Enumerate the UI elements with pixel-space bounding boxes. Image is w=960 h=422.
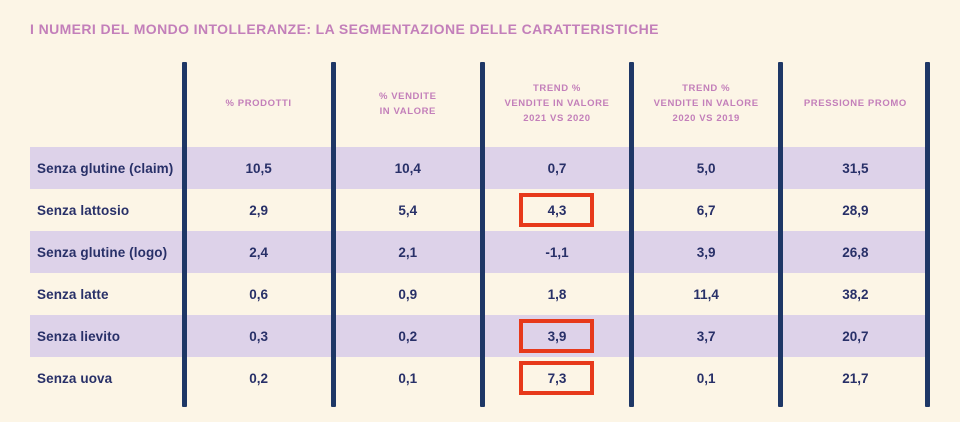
table-cell: 5,4 xyxy=(398,202,418,218)
row-label: Senza lievito xyxy=(37,328,121,344)
table-cell: 0,9 xyxy=(398,286,418,302)
table-cell: 4,3 xyxy=(482,189,631,231)
column-divider xyxy=(331,62,336,407)
column-divider xyxy=(925,62,930,407)
column-header: TREND % VENDITE IN VALORE 2021 VS 2020 xyxy=(504,83,610,124)
table-cell: 1,8 xyxy=(547,286,567,302)
table-cell: 21,7 xyxy=(842,370,869,386)
table-row: Senza uova 0,2 0,1 7,3 0,1 21,7 xyxy=(30,357,930,399)
table-cell: 0,2 xyxy=(249,370,268,386)
table-row: Senza lattosio 2,9 5,4 4,3 6,7 28,9 xyxy=(30,189,930,231)
highlight-box: 3,9 xyxy=(519,319,595,353)
table-cell: 0,2 xyxy=(398,328,418,344)
highlight-box: 7,3 xyxy=(519,361,595,395)
table-row: Senza latte 0,6 0,9 1,8 11,4 38,2 xyxy=(30,273,930,315)
row-label: Senza glutine (claim) xyxy=(37,160,174,176)
table-cell: 0,6 xyxy=(249,286,268,302)
table-cell: 2,4 xyxy=(249,244,268,260)
table-cell: 0,1 xyxy=(696,370,716,386)
page-title: I NUMERI DEL MONDO INTOLLERANZE: LA SEGM… xyxy=(30,21,659,37)
table-cell: 0,7 xyxy=(547,160,567,176)
table-cell: 6,7 xyxy=(696,202,716,218)
table-cell: 5,0 xyxy=(696,160,716,176)
column-header: % PRODOTTI xyxy=(225,98,292,110)
table-cell: 0,3 xyxy=(249,328,268,344)
cell-value: 7,3 xyxy=(547,370,567,386)
table-cell: 3,7 xyxy=(696,328,716,344)
table-cell: 28,9 xyxy=(842,202,869,218)
row-label: Senza lattosio xyxy=(37,202,130,218)
header-corner-cell xyxy=(30,62,184,147)
data-table: % PRODOTTI % VENDITE IN VALORE TREND % VEN… xyxy=(30,62,930,407)
column-header: TREND % VENDITE IN VALORE 2020 VS 2019 xyxy=(653,83,759,124)
table-cell: 7,3 xyxy=(482,357,631,399)
row-label: Senza glutine (logo) xyxy=(37,244,168,260)
cell-value: 3,9 xyxy=(547,328,567,344)
column-divider xyxy=(629,62,634,407)
table-cell: 38,2 xyxy=(842,286,869,302)
column-divider xyxy=(778,62,783,407)
column-divider xyxy=(182,62,187,407)
row-label: Senza uova xyxy=(37,370,113,386)
table-cell: 10,5 xyxy=(245,160,272,176)
column-header: PRESSIONE PROMO xyxy=(803,98,907,110)
column-header: % VENDITE IN VALORE xyxy=(378,90,437,117)
table-header-row: % PRODOTTI % VENDITE IN VALORE TREND % VEN… xyxy=(30,62,930,147)
table-cell: 0,1 xyxy=(398,370,418,386)
table-cell: 2,9 xyxy=(249,202,268,218)
table-cell: 2,1 xyxy=(398,244,418,260)
row-label: Senza latte xyxy=(37,286,109,302)
table-cell: 26,8 xyxy=(842,244,869,260)
column-divider xyxy=(480,62,485,407)
table-cell: 10,4 xyxy=(394,160,421,176)
table-cell: 3,9 xyxy=(696,244,716,260)
table-cell: 3,9 xyxy=(482,315,631,357)
cell-value: 4,3 xyxy=(547,202,567,218)
table-cell: 31,5 xyxy=(842,160,869,176)
table-cell: -1,1 xyxy=(545,244,569,260)
highlight-box: 4,3 xyxy=(519,193,595,227)
table-cell: 20,7 xyxy=(842,328,869,344)
table-cell: 11,4 xyxy=(693,286,719,302)
